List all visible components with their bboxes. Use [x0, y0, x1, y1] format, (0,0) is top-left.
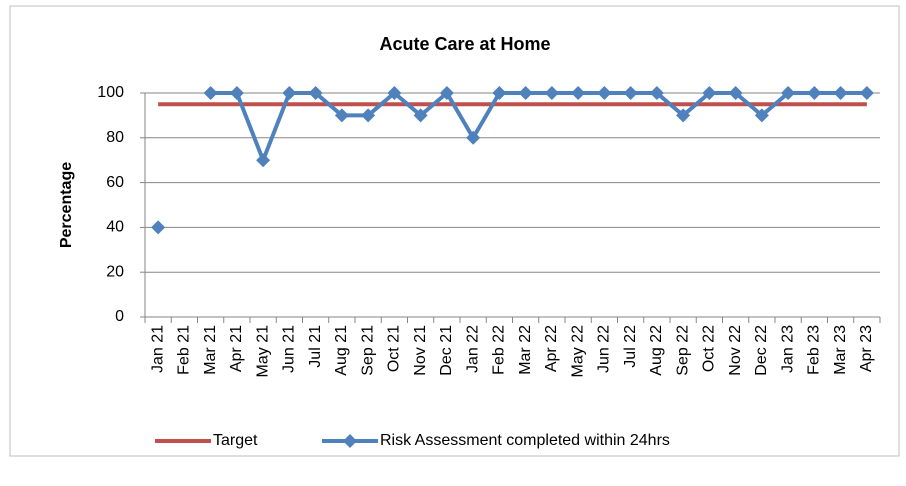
x-tick-label: Sep 21 [359, 325, 376, 376]
data-point [151, 220, 166, 235]
x-tick-label: Oct 22 [701, 325, 718, 372]
x-tick-label: Jan 23 [779, 325, 796, 373]
x-tick-label: Nov 21 [412, 325, 429, 376]
chart-title: Acute Care at Home [379, 34, 550, 54]
data-point [676, 108, 691, 123]
x-tick-label: Oct 21 [386, 325, 403, 372]
x-tick-label: Feb 21 [176, 325, 193, 375]
data-point [466, 130, 481, 145]
data-point [439, 86, 454, 100]
x-tick-label: Jun 21 [281, 325, 298, 373]
x-tick-label: Aug 21 [333, 325, 350, 376]
data-point [571, 86, 586, 100]
legend-label: Target [213, 432, 258, 449]
data-point [754, 108, 769, 123]
y-tick-label: 40 [106, 219, 124, 236]
x-tick-label: Mar 21 [202, 325, 219, 375]
data-point [649, 86, 664, 100]
data-point [361, 108, 376, 123]
y-tick-label: 100 [97, 84, 124, 101]
data-point [781, 86, 796, 100]
data-point [256, 153, 271, 168]
data-point [702, 86, 717, 100]
x-tick-label: Apr 22 [543, 325, 560, 372]
y-tick-label: 20 [106, 263, 124, 280]
data-point [623, 86, 638, 100]
data-point [859, 86, 874, 100]
data-point [203, 86, 218, 100]
x-tick-label: May 21 [254, 325, 271, 378]
x-tick-label: Apr 23 [858, 325, 875, 372]
chart-border [9, 5, 900, 457]
data-point [833, 86, 848, 100]
legend-label: Risk Assessment completed within 24hrs [380, 432, 670, 449]
series-line [210, 91, 867, 163]
x-tick-label: Feb 23 [806, 325, 823, 375]
x-tick-label: May 22 [569, 325, 586, 378]
x-tick-label: Mar 23 [832, 325, 849, 375]
data-point [282, 86, 297, 100]
x-tick-label: Aug 22 [648, 325, 665, 376]
data-point [544, 86, 559, 100]
data-point [229, 86, 244, 100]
data-point [387, 86, 402, 100]
y-tick-label: 60 [106, 174, 124, 191]
x-tick-label: Nov 22 [727, 325, 744, 376]
x-tick-label: Jun 22 [596, 325, 613, 373]
data-point [413, 108, 428, 123]
data-point [597, 86, 612, 100]
x-tick-label: Sep 22 [674, 325, 691, 376]
x-tick-label: Jul 22 [622, 325, 639, 368]
y-tick-label: 80 [106, 129, 124, 146]
x-tick-label: Mar 22 [517, 325, 534, 375]
data-point [807, 86, 822, 100]
y-tick-label: 0 [115, 308, 124, 325]
legend-marker [343, 434, 357, 448]
x-tick-label: Feb 22 [491, 325, 508, 375]
x-tick-label: Apr 21 [228, 325, 245, 372]
x-tick-label: Jan 21 [149, 325, 166, 373]
data-point [518, 86, 533, 100]
data-point [308, 86, 323, 100]
data-point [728, 86, 743, 100]
x-tick-label: Dec 21 [438, 325, 455, 376]
x-tick-label: Jan 22 [464, 325, 481, 373]
data-point [334, 108, 349, 123]
x-tick-label: Jul 21 [307, 325, 324, 368]
y-axis-label: Percentage [58, 162, 75, 248]
x-tick-label: Dec 22 [753, 325, 770, 376]
data-point [492, 86, 507, 100]
